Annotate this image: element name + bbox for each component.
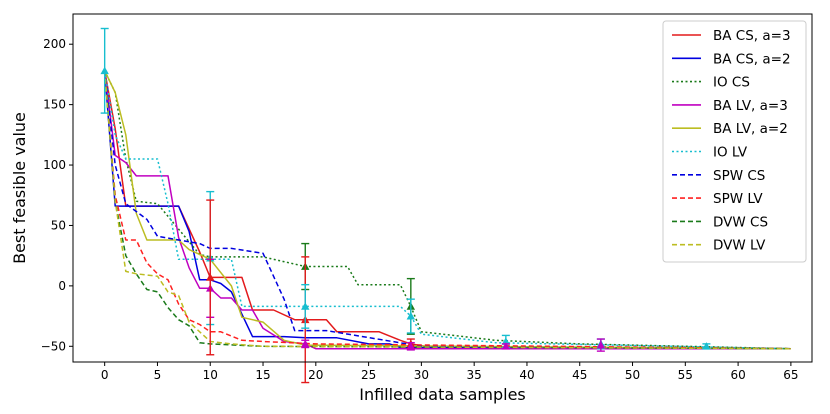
legend-label: DVW CS [713,214,768,230]
legend-item: SPW CS [672,168,765,184]
x-tick-label: 40 [519,368,534,382]
marker-io-lv [301,283,310,329]
legend-item: IO CS [672,75,750,91]
x-tick-label: 35 [467,368,482,382]
triangle-marker [100,66,109,75]
triangle-marker [301,339,310,348]
triangle-marker [301,302,310,310]
legend-item: BA LV, a=2 [672,121,788,137]
x-tick-label: 10 [203,368,218,382]
legend-label: IO LV [713,145,748,161]
marker-ba-lv-a-3 [501,342,511,350]
triangle-marker [596,340,606,349]
marker-ba-lv-a-3 [301,339,310,349]
x-tick-label: 0 [101,368,109,382]
legend-item: DVW CS [672,214,768,230]
y-tick-label: 50 [51,218,66,232]
legend-label: BA CS, a=2 [713,51,791,67]
legend-label: SPW LV [713,191,763,207]
legend-item: IO LV [672,145,748,161]
triangle-marker [501,342,511,350]
legend-item: SPW LV [672,191,763,207]
legend-item: BA LV, a=3 [672,98,788,114]
legend-label: DVW LV [713,238,766,254]
marker-ba-cs-a-3 [206,199,215,356]
x-axis: 0 5 10 15 20 25 30 35 40 45 50 55 60 65 [101,362,799,382]
x-tick-label: 25 [361,368,376,382]
marker-layer [100,27,711,384]
legend-item: BA CS, a=2 [672,51,791,67]
triangle-marker [501,337,511,345]
y-axis: −50 0 50 100 150 200 [41,37,73,353]
legend-item: DVW LV [672,238,766,254]
series-line-io-cs [104,70,791,350]
series-line-ba-lv-a-3 [103,70,791,350]
series-line-ba-lv-a-2 [104,70,791,350]
marker-ba-lv-a-3 [406,341,416,351]
legend-label: IO CS [713,75,750,91]
x-tick-label: 55 [678,368,693,382]
legend: BA CS, a=3 BA CS, a=2 IO CS BA LV, a=3 BA LV… [662,20,807,263]
x-tick-label: 15 [255,368,270,382]
triangle-marker [406,342,416,350]
legend-label: BA LV, a=3 [713,98,788,114]
triangle-marker [406,311,416,320]
plot-frame [72,13,813,363]
legend-label: BA LV, a=2 [713,121,788,137]
x-tick-label: 60 [730,368,745,382]
triangle-marker [702,342,711,350]
y-tick-label: 0 [58,279,66,293]
series-line-spw-lv [103,70,791,350]
marker-io-lv [406,298,416,334]
series-line-spw-cs [103,70,791,350]
x-tick-label: 50 [625,368,640,382]
y-tick-label: −50 [41,339,66,353]
marker-io-lv [100,27,109,114]
triangle-marker [206,273,215,281]
legend-label: SPW CS [713,168,765,184]
series-line-io-lv [103,70,791,350]
x-axis-label: Infilled data samples [359,385,526,404]
x-tick-label: 45 [572,368,587,382]
legend-item: BA CS, a=3 [672,28,791,44]
y-tick-label: 200 [43,37,66,51]
series-line-dvw-lv [103,70,791,350]
y-tick-label: 150 [43,98,66,112]
y-axis-label: Best feasible value [10,112,29,264]
legend-box [662,20,807,263]
marker-ba-lv-a-3 [596,338,606,352]
marker-io-lv [702,342,711,350]
x-tick-label: 65 [783,368,798,382]
legend-label: BA CS, a=3 [713,28,791,44]
series-line-ba-cs-a-2 [103,70,791,350]
y-tick-label: 100 [43,158,66,172]
x-tick-label: 5 [154,368,162,382]
x-tick-label: 20 [308,368,323,382]
x-tick-label: 30 [414,368,429,382]
